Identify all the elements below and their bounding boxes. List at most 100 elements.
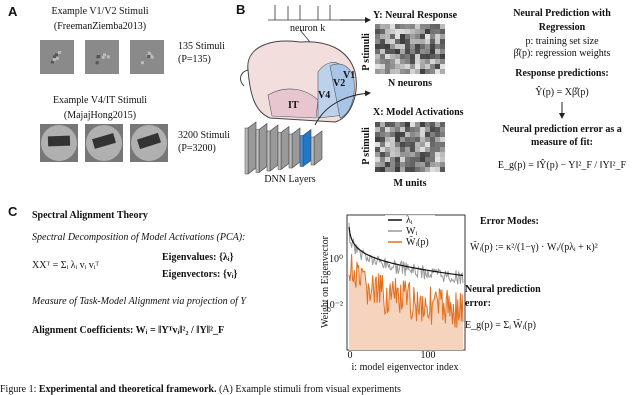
x-tick-label: 0 <box>348 350 353 361</box>
cell <box>425 132 430 137</box>
cell <box>425 147 430 152</box>
cell <box>425 122 430 127</box>
cell <box>405 152 410 157</box>
cell <box>390 152 395 157</box>
line <box>348 226 464 277</box>
y-tick-label: 10⁰ <box>329 254 343 265</box>
texture <box>52 55 56 59</box>
cell <box>410 59 415 64</box>
cell <box>380 24 385 29</box>
section-title: Spectral Alignment Theory <box>32 210 148 221</box>
cell <box>390 69 395 74</box>
equation: XXᵀ = Σᵢ λᵢ vᵢ vᵢᵀ <box>32 260 99 271</box>
layer-face <box>244 127 249 175</box>
layer <box>291 127 301 169</box>
cell <box>390 127 395 132</box>
cell <box>435 132 440 137</box>
cell <box>405 49 410 54</box>
cell <box>410 29 415 34</box>
arrow <box>314 90 371 126</box>
cell <box>400 127 405 132</box>
cell <box>395 59 400 64</box>
cell <box>435 24 440 29</box>
regression-title: Regression <box>539 22 586 33</box>
cell <box>430 24 435 29</box>
line <box>348 222 464 285</box>
cell <box>385 127 390 132</box>
cell <box>375 64 380 69</box>
cell <box>410 44 415 49</box>
cell <box>425 127 430 132</box>
error-title: Neural prediction error as a <box>502 124 621 135</box>
cell <box>395 152 400 157</box>
cell <box>440 69 445 74</box>
caption-lead: Figure 1: <box>0 384 39 395</box>
cell <box>425 167 430 172</box>
cell <box>410 167 415 172</box>
cell <box>395 54 400 59</box>
cell <box>430 39 435 44</box>
cell <box>435 147 440 152</box>
regression-title: Neural Prediction with <box>513 8 611 19</box>
cell <box>395 29 400 34</box>
cell <box>380 167 385 172</box>
cell <box>400 59 405 64</box>
x-axis-label: i: model eigenvector index <box>352 362 459 373</box>
stimuli-title: Example V1/V2 Stimuli <box>51 6 148 17</box>
cell <box>400 132 405 137</box>
error-eq: E_g(p) = ‖Ŷ(p) − Y‖²_F / ‖Y‖²_F <box>498 159 627 171</box>
cell <box>375 157 380 162</box>
cell <box>390 54 395 59</box>
texture <box>101 55 105 59</box>
cell <box>435 44 440 49</box>
cell <box>395 137 400 142</box>
cell <box>375 137 380 142</box>
cell <box>420 137 425 142</box>
cell <box>410 64 415 69</box>
legend-label: λᵢ <box>406 215 413 226</box>
cell <box>420 49 425 54</box>
equation: Alignment Coefficients: Wᵢ = ‖Yᵀvᵢ‖²₂ / … <box>32 325 224 336</box>
cell <box>395 142 400 147</box>
cell <box>435 127 440 132</box>
cell <box>420 152 425 157</box>
object <box>47 135 71 147</box>
cell <box>390 24 395 29</box>
section-title: error: <box>465 298 491 309</box>
cell <box>430 34 435 39</box>
cell <box>435 34 440 39</box>
cell <box>390 147 395 152</box>
cell <box>375 69 380 74</box>
layer-face <box>266 130 271 172</box>
cell <box>410 54 415 59</box>
cell <box>440 39 445 44</box>
cell <box>385 167 390 172</box>
legend-bg <box>385 226 435 237</box>
cell <box>380 157 385 162</box>
object <box>136 132 162 150</box>
cell <box>400 64 405 69</box>
cell <box>390 167 395 172</box>
cell <box>425 24 430 29</box>
layer-face <box>255 129 260 173</box>
cell <box>390 29 395 34</box>
cell <box>380 54 385 59</box>
cell <box>415 34 420 39</box>
cell <box>410 132 415 137</box>
cell <box>405 167 410 172</box>
cell <box>435 54 440 59</box>
plot: Weight on Eigenvector i: model eigenvect… <box>320 214 466 373</box>
cell <box>395 127 400 132</box>
cell <box>405 54 410 59</box>
cell <box>410 24 415 29</box>
cell <box>415 152 420 157</box>
cell <box>375 132 380 137</box>
panel-label: A <box>8 4 18 19</box>
cell <box>375 167 380 172</box>
cell <box>435 29 440 34</box>
cell <box>385 147 390 152</box>
cell <box>395 162 400 167</box>
cell <box>390 162 395 167</box>
cell <box>390 59 395 64</box>
cell <box>390 157 395 162</box>
